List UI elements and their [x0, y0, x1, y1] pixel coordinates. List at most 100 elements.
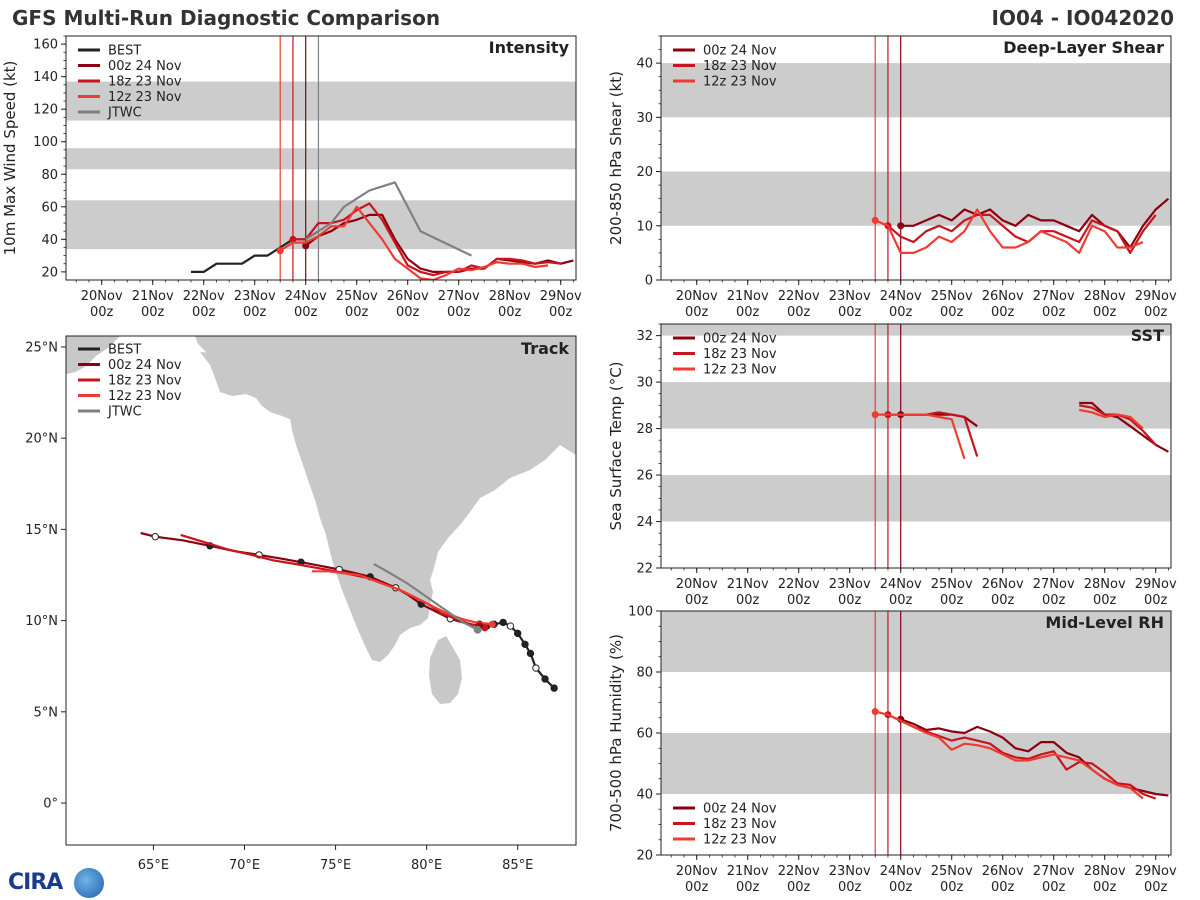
- intensity-ytick-label: 140: [33, 70, 58, 85]
- track-legend-label-run_00z_24: 00z 24 Nov: [108, 358, 182, 373]
- sst-band-1: [661, 382, 1171, 429]
- intensity-xtick-hour: 00z: [141, 305, 165, 320]
- rh-xtick-date: 20Nov: [676, 864, 718, 879]
- intensity-band-2: [66, 81, 576, 121]
- shear-legend-label-run_12z_23: 12z 23 Nov: [703, 75, 777, 90]
- shear-ytick-label: 20: [636, 165, 653, 180]
- track-point-best: [514, 629, 522, 638]
- shear-xtick-date: 27Nov: [1033, 289, 1075, 304]
- sst-ytick-label: 24: [636, 515, 653, 530]
- shear-xtick-hour: 00z: [736, 305, 760, 320]
- sst-xtick-hour: 00z: [889, 593, 913, 608]
- track-xtick-label: 80°E: [411, 858, 442, 873]
- track-ytick-label: 0°: [43, 797, 58, 812]
- intensity-xtick-date: 29Nov: [540, 289, 582, 304]
- track-panel: 65°E 70°E 75°E 80°E 85°E 0° 5°N 10°N 15°N 20°N 25°…: [25, 335, 577, 873]
- sst-init-lines: [874, 324, 902, 568]
- intensity-legend-label-best: BEST: [108, 44, 141, 59]
- track-legend-label-best: BEST: [108, 343, 141, 358]
- sst-xtick-date: 26Nov: [982, 577, 1024, 592]
- track-line-run_00z_24: [140, 531, 480, 628]
- track-line-jtwc: [373, 563, 479, 631]
- storm-id-title: IO04 - IO042020: [991, 6, 1174, 30]
- rh-line-run_12z_23-0: [874, 710, 1144, 800]
- track-ytick-label: 20°N: [25, 432, 58, 447]
- shear-xtick-hour: 00z: [1144, 305, 1168, 320]
- intensity-init-point-run_12z_23: [276, 247, 284, 255]
- sst-ytick-label: 30: [636, 376, 653, 391]
- sst-bands: [661, 324, 1171, 522]
- intensity-xtick-date: 27Nov: [438, 289, 480, 304]
- sst-xtick-hour: 00z: [736, 593, 760, 608]
- track-xtick-label: 70°E: [229, 858, 260, 873]
- intensity-xtick-date: 25Nov: [336, 289, 378, 304]
- rh-xtick-hour: 00z: [889, 880, 913, 895]
- shear-xtick-date: 22Nov: [778, 289, 820, 304]
- sst-xtick-date: 23Nov: [829, 577, 871, 592]
- sst-title: SST: [1131, 326, 1164, 345]
- rh-xtick-hour: 00z: [838, 880, 862, 895]
- shear-line-run_12z_23-0: [874, 208, 1144, 254]
- intensity-ytick-label: 60: [41, 200, 58, 215]
- shear-ytick-label: 40: [636, 57, 653, 72]
- sst-xtick-hour: 00z: [940, 593, 964, 608]
- rh-title: Mid-Level RH: [1045, 613, 1164, 632]
- rh-xtick-date: 29Nov: [1135, 864, 1177, 879]
- shear-series: [871, 197, 1170, 254]
- intensity-ytick-label: 80: [41, 168, 58, 183]
- rh-xtick-hour: 00z: [991, 880, 1015, 895]
- shear-xtick-hour: 00z: [889, 305, 913, 320]
- rh-xtick-hour: 00z: [736, 880, 760, 895]
- sst-xtick-hour: 00z: [1144, 593, 1168, 608]
- rh-xtick-date: 21Nov: [727, 864, 769, 879]
- shear-ylabel: 200-850 hPa Shear (kt): [607, 71, 625, 245]
- sst-xtick-date: 21Nov: [727, 577, 769, 592]
- sst-ytick-label: 22: [636, 562, 653, 577]
- shear-xtick-date: 21Nov: [727, 289, 769, 304]
- sst-ytick-label: 26: [636, 469, 653, 484]
- intensity-init-point-run_00z_24: [302, 242, 310, 250]
- rh-panel: 2040608010020Nov00z21Nov00z22Nov00z23Nov…: [607, 605, 1177, 896]
- rh-ytick-label: 40: [636, 788, 653, 803]
- shear-ytick-label: 30: [636, 111, 653, 126]
- intensity-panel: 2040608010012014016020Nov00z21Nov00z22No…: [1, 35, 582, 320]
- track-init-point-run_12z_23: [488, 620, 496, 628]
- sst-xtick-hour: 00z: [787, 593, 811, 608]
- track-title: Track: [521, 339, 569, 358]
- shear-band-1: [661, 63, 1171, 118]
- track-point-best: [550, 684, 558, 692]
- track-ytick-label: 5°N: [34, 705, 59, 720]
- shear-axes: 01020304020Nov00z21Nov00z22Nov00z23Nov00…: [636, 35, 1177, 320]
- intensity-xtick-date: 23Nov: [234, 289, 276, 304]
- shear-xtick-hour: 00z: [991, 305, 1015, 320]
- shear-ytick-label: 10: [636, 219, 653, 234]
- shear-xtick-hour: 00z: [838, 305, 862, 320]
- sst-axes: 22242628303220Nov00z21Nov00z22Nov00z23No…: [636, 323, 1177, 608]
- shear-legend-label-run_18z_23: 18z 23 Nov: [703, 59, 777, 74]
- shear-xtick-hour: 00z: [787, 305, 811, 320]
- intensity-ytick-label: 20: [41, 265, 58, 280]
- sst-xtick-date: 24Nov: [880, 577, 922, 592]
- rh-legend-label-run_18z_23: 18z 23 Nov: [703, 817, 777, 832]
- sst-xtick-hour: 00z: [685, 593, 709, 608]
- track-axes: 65°E 70°E 75°E 80°E 85°E 0° 5°N 10°N 15°N 20°N 25°…: [25, 335, 577, 873]
- intensity-line-run_12z_23-0: [279, 205, 549, 280]
- shear-line-run_18z_23-0: [887, 213, 1157, 254]
- track-xtick-label: 75°E: [320, 858, 351, 873]
- shear-ytick-label: 0: [645, 274, 653, 289]
- sst-xtick-hour: 00z: [1093, 593, 1117, 608]
- rh-init-lines: [874, 611, 902, 855]
- shear-xtick-date: 25Nov: [931, 289, 973, 304]
- sst-ytick-label: 28: [636, 422, 653, 437]
- sri-lanka-landmass: [429, 636, 462, 704]
- intensity-legend-label-run_12z_23: 12z 23 Nov: [108, 90, 182, 105]
- rh-xtick-hour: 00z: [1042, 880, 1066, 895]
- intensity-init-point-run_18z_23: [289, 235, 297, 243]
- track-point-best: [506, 622, 515, 630]
